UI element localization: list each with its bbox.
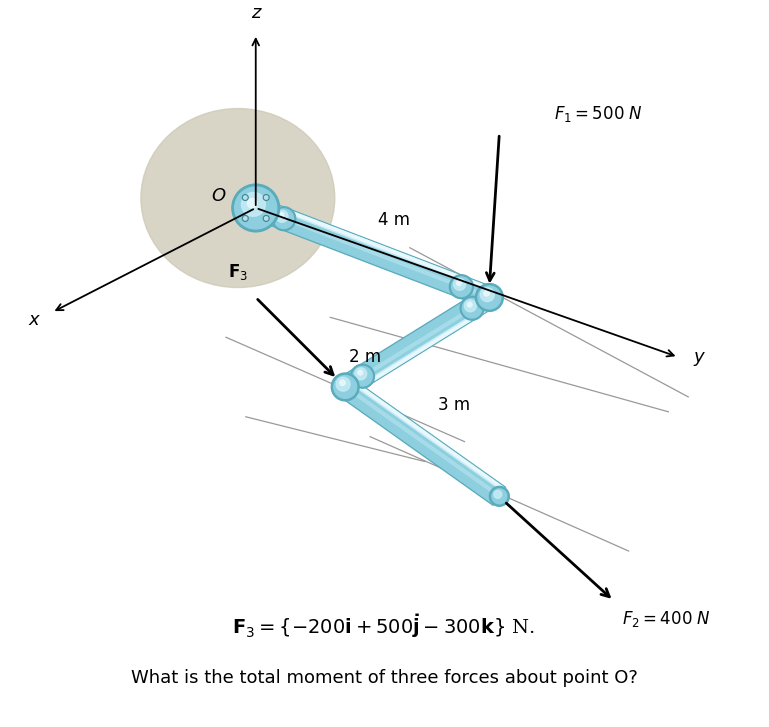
Circle shape xyxy=(489,486,509,506)
Circle shape xyxy=(481,288,494,302)
Circle shape xyxy=(478,286,501,309)
Polygon shape xyxy=(258,199,493,291)
Circle shape xyxy=(276,210,288,222)
Text: $F_2 = 400$ N: $F_2 = 400$ N xyxy=(621,608,711,629)
Circle shape xyxy=(272,206,296,230)
Polygon shape xyxy=(345,385,501,497)
Polygon shape xyxy=(339,378,506,505)
Ellipse shape xyxy=(141,108,335,287)
Circle shape xyxy=(242,195,248,201)
Polygon shape xyxy=(258,199,493,292)
Circle shape xyxy=(235,187,277,229)
Circle shape xyxy=(242,216,248,221)
Circle shape xyxy=(353,366,372,386)
Polygon shape xyxy=(340,379,505,504)
Text: $\mathbf{F}_3$: $\mathbf{F}_3$ xyxy=(228,262,248,281)
Circle shape xyxy=(355,368,367,379)
Polygon shape xyxy=(339,288,495,396)
Circle shape xyxy=(248,198,257,208)
Polygon shape xyxy=(255,206,490,299)
Circle shape xyxy=(454,278,465,290)
Text: 3 m: 3 m xyxy=(438,396,471,414)
Polygon shape xyxy=(251,198,493,308)
Circle shape xyxy=(464,300,476,312)
Text: $\mathbf{F}_3 = \{-200\mathbf{i} + 500\mathbf{\dot{j}} - 300\mathbf{k}\}$ N.: $\mathbf{F}_3 = \{-200\mathbf{i} + 500\m… xyxy=(232,611,536,640)
Circle shape xyxy=(336,377,350,391)
Circle shape xyxy=(358,370,362,375)
Circle shape xyxy=(460,297,484,320)
Circle shape xyxy=(462,298,482,318)
Circle shape xyxy=(492,489,507,504)
Circle shape xyxy=(263,216,269,221)
Polygon shape xyxy=(348,379,505,491)
Circle shape xyxy=(484,291,489,296)
Text: O: O xyxy=(211,187,225,205)
Polygon shape xyxy=(350,379,505,490)
Circle shape xyxy=(475,284,504,311)
Polygon shape xyxy=(345,297,491,388)
Circle shape xyxy=(279,213,284,217)
Polygon shape xyxy=(348,302,494,395)
Text: What is the total moment of three forces about point O?: What is the total moment of three forces… xyxy=(131,670,638,687)
Text: y: y xyxy=(693,348,704,366)
Polygon shape xyxy=(252,199,493,307)
Circle shape xyxy=(457,281,461,286)
Circle shape xyxy=(494,490,502,498)
Text: 4 m: 4 m xyxy=(378,212,410,229)
Circle shape xyxy=(331,373,359,401)
Text: z: z xyxy=(251,4,261,22)
Circle shape xyxy=(451,277,471,297)
Circle shape xyxy=(468,302,472,307)
Circle shape xyxy=(449,275,473,299)
Circle shape xyxy=(244,217,247,220)
Polygon shape xyxy=(349,304,494,395)
Polygon shape xyxy=(340,289,494,395)
Circle shape xyxy=(241,193,265,217)
Text: $F_1 = 500$ N: $F_1 = 500$ N xyxy=(554,103,643,124)
Circle shape xyxy=(340,380,345,385)
Circle shape xyxy=(334,376,357,398)
Circle shape xyxy=(265,217,268,220)
Circle shape xyxy=(232,184,280,232)
Circle shape xyxy=(244,196,247,199)
Circle shape xyxy=(265,196,268,199)
Circle shape xyxy=(351,364,375,388)
Text: x: x xyxy=(28,311,39,329)
Circle shape xyxy=(274,209,294,228)
Circle shape xyxy=(263,195,269,201)
Text: 2 m: 2 m xyxy=(349,348,381,366)
